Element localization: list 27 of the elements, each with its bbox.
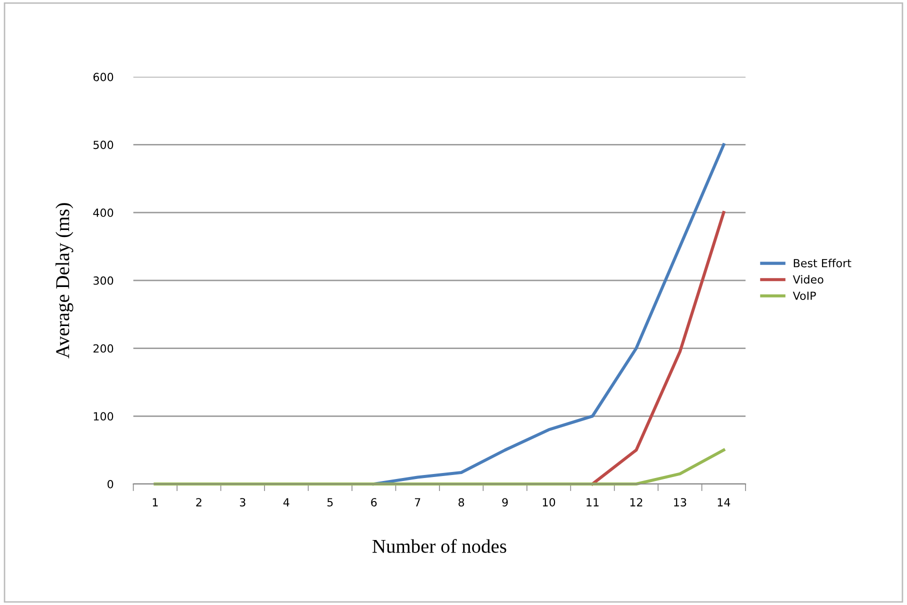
y-tick-label: 200 bbox=[93, 344, 114, 353]
y-tick-label: 300 bbox=[94, 276, 114, 285]
x-tick-label: 11 bbox=[586, 498, 599, 506]
x-axis-title: Number of nodes bbox=[372, 539, 506, 553]
y-tick-label: 0 bbox=[108, 480, 114, 488]
x-tick-label: 2 bbox=[196, 498, 202, 506]
line-series bbox=[590, 211, 726, 486]
y-tick-label: 400 bbox=[93, 208, 114, 217]
x-tick-label: 10 bbox=[542, 498, 556, 506]
x-tick-label: 5 bbox=[327, 498, 333, 506]
x-tick-label: 6 bbox=[371, 498, 377, 506]
y-axis-title: Average Delay (ms) bbox=[56, 203, 74, 358]
y-tick-label: 500 bbox=[94, 140, 114, 150]
x-tick-label: 13 bbox=[674, 498, 686, 506]
x-tick-label: 12 bbox=[630, 498, 642, 506]
x-tick-label: 8 bbox=[458, 498, 464, 506]
legend-label: VoIP bbox=[792, 292, 816, 300]
legend-label: Video bbox=[792, 275, 824, 284]
legend-label: Best Effort bbox=[794, 258, 852, 268]
x-tick-label: 4 bbox=[283, 498, 290, 506]
y-tick-label: 100 bbox=[94, 412, 114, 421]
x-tick-label: 1 bbox=[152, 498, 158, 506]
x-tick-label: 9 bbox=[502, 498, 508, 506]
x-tick-label: 3 bbox=[240, 498, 246, 506]
x-tick-label: 14 bbox=[718, 498, 730, 506]
x-tick-label: 7 bbox=[414, 498, 420, 506]
y-tick-label: 600 bbox=[93, 72, 114, 82]
